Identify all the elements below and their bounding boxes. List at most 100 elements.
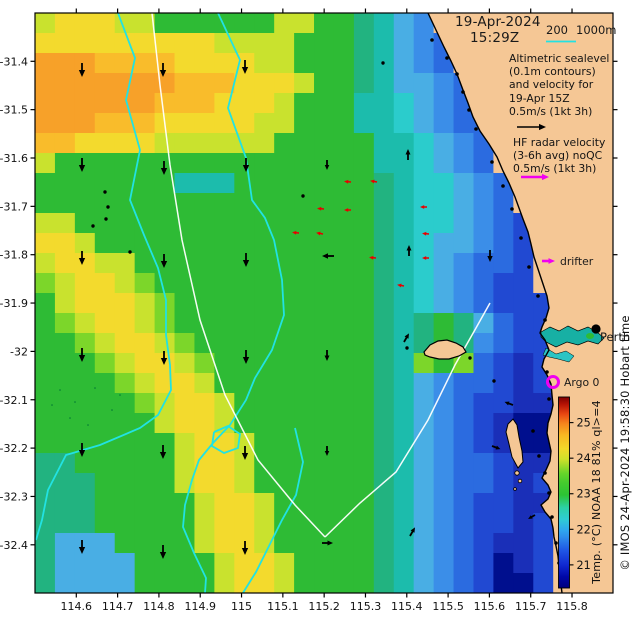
ocean-dot bbox=[103, 190, 107, 194]
coast-dot bbox=[467, 108, 471, 112]
coast-dot bbox=[474, 127, 478, 131]
coast-dot bbox=[510, 207, 514, 211]
x-tick-label: 115.7 bbox=[515, 600, 547, 613]
current-arrow bbox=[241, 60, 249, 74]
y-tick-label: -32.4 bbox=[0, 539, 28, 552]
hf-radar-legend: HF radar velocity (3-6h avg) noQC 0.5m/s… bbox=[513, 136, 605, 176]
hf-radar-arrow bbox=[422, 256, 429, 260]
map-dots bbox=[51, 38, 564, 583]
altimeter-track bbox=[324, 302, 491, 538]
argo-marker[interactable] bbox=[546, 375, 560, 389]
time-label: 15:29Z bbox=[470, 30, 520, 46]
y-tick-label: -32.2 bbox=[0, 442, 28, 455]
colorbar-title: Temp. (°C) NOAA 18 81% ql>=4 bbox=[590, 400, 603, 584]
bathymetry-contours bbox=[35, 13, 304, 593]
coast-dot bbox=[501, 184, 505, 188]
drifter-label: drifter bbox=[560, 255, 594, 268]
copyright-label: © IMOS 24-Apr-2024 19:58:30 Hobart time bbox=[618, 315, 632, 571]
current-arrow bbox=[78, 443, 86, 457]
y-tick-label: -31.4 bbox=[0, 55, 28, 68]
y-tick-label: -31.5 bbox=[0, 104, 28, 117]
ocean-dot bbox=[128, 250, 132, 254]
hf-radar-arrow bbox=[344, 208, 351, 212]
coast-dot bbox=[430, 38, 434, 42]
coast-dot bbox=[537, 454, 541, 458]
altimeter-track bbox=[151, 13, 326, 538]
altimetric-legend: Altimetric sealevel (0.1m contours) and … bbox=[509, 52, 609, 118]
current-arrow bbox=[159, 545, 167, 559]
x-tick-label: 115.1 bbox=[267, 600, 299, 613]
altimetric-legend-line: 19-Apr 15Z bbox=[509, 91, 570, 105]
hf-ref-arrow-icon bbox=[521, 173, 549, 181]
speckle bbox=[74, 401, 76, 403]
x-tick-label: 115.6 bbox=[474, 600, 506, 613]
hf-radar-arrow bbox=[316, 231, 324, 236]
altimetric-legend-line: Altimetric sealevel bbox=[509, 52, 610, 65]
x-tick-label: 115 bbox=[231, 600, 252, 613]
current-arrow bbox=[324, 160, 330, 170]
speckle bbox=[69, 417, 71, 419]
speckle bbox=[59, 389, 61, 391]
ocean-dot bbox=[104, 217, 108, 221]
city-label-perth: Perth bbox=[600, 330, 631, 344]
speckle bbox=[119, 394, 121, 396]
x-tick-label: 114.9 bbox=[184, 600, 216, 613]
coast-dot bbox=[543, 318, 547, 322]
current-arrow bbox=[409, 527, 415, 537]
current-arrow bbox=[160, 351, 168, 365]
hf-radar-arrow bbox=[317, 206, 325, 211]
current-arrow bbox=[403, 333, 409, 343]
current-arrow bbox=[406, 245, 412, 256]
ocean-dot bbox=[492, 379, 496, 383]
current-arrow bbox=[487, 250, 493, 262]
current-arrow bbox=[405, 149, 411, 160]
current-arrow bbox=[78, 348, 86, 362]
coast-dot bbox=[519, 236, 523, 240]
y-tick-label: -32 bbox=[10, 345, 28, 358]
y-tick-label: -31.8 bbox=[0, 249, 28, 262]
current-arrow bbox=[528, 514, 536, 519]
current-arrow bbox=[159, 63, 167, 77]
y-tick-label: -32.1 bbox=[0, 394, 28, 407]
hf-radar-legend-line: 0.5m/s (1kt 3h) bbox=[513, 162, 597, 176]
altimetric-legend-line: (0.1m contours) bbox=[509, 65, 596, 79]
current-arrow bbox=[78, 540, 86, 554]
x-tick-label: 115.2 bbox=[308, 600, 340, 613]
current-arrow bbox=[241, 541, 249, 555]
current-arrow bbox=[242, 158, 250, 172]
bathymetry-contour bbox=[182, 13, 285, 593]
hf-radar-arrow bbox=[397, 283, 405, 288]
coast-dot bbox=[545, 370, 549, 374]
current-arrow bbox=[241, 446, 249, 460]
islet bbox=[517, 478, 523, 484]
x-tick-label: 115.5 bbox=[432, 600, 464, 613]
coast-dot bbox=[461, 90, 465, 94]
altimetric-legend-line: 0.5m/s (1kt 3h) bbox=[509, 104, 593, 118]
isobath-1000-label: 1000m bbox=[576, 23, 617, 37]
ocean-dot bbox=[468, 356, 472, 360]
hf-radar-legend-line: (3-6h avg) noQC bbox=[513, 149, 603, 163]
speckle bbox=[87, 424, 89, 426]
coast-dot bbox=[554, 541, 558, 545]
current-arrow bbox=[504, 401, 514, 406]
y-tick-label: -31.7 bbox=[0, 200, 28, 213]
coast-dot bbox=[550, 515, 554, 519]
bathymetry-contour bbox=[242, 427, 304, 593]
garden-island bbox=[505, 418, 524, 469]
rottnest-island bbox=[423, 339, 467, 360]
colorbar-tick-label: 23 bbox=[577, 488, 591, 501]
current-arrow bbox=[160, 161, 168, 175]
hf-radar-arrow bbox=[370, 179, 378, 184]
hf-radar-legend-line: HF radar velocity bbox=[513, 136, 606, 149]
current-arrow bbox=[78, 158, 86, 172]
hf-radar-arrow bbox=[344, 179, 352, 184]
colorbar: 21 22 23 24 25 bbox=[558, 396, 591, 589]
date-label: 19-Apr-2024 bbox=[455, 14, 541, 30]
current-arrow bbox=[242, 253, 250, 267]
coast-dot bbox=[547, 491, 551, 495]
coast-dot bbox=[536, 294, 540, 298]
y-tick-label: -31.9 bbox=[0, 297, 28, 310]
hf-radar-arrow bbox=[369, 255, 377, 260]
speckle bbox=[51, 404, 53, 406]
